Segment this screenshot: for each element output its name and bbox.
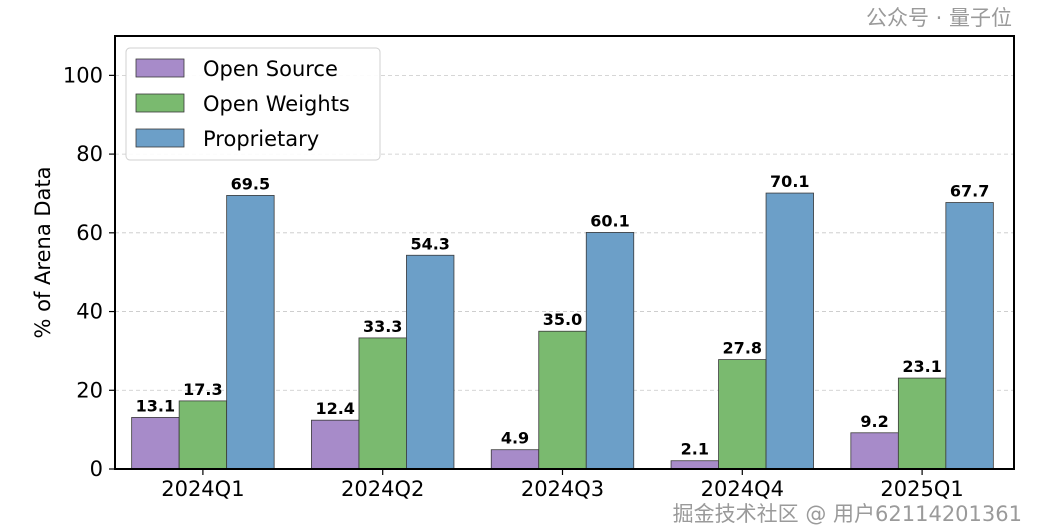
legend-label: Proprietary <box>203 127 319 151</box>
y-tick-label: 100 <box>63 63 103 87</box>
bar-proprietary <box>226 195 275 470</box>
bar-open-weights <box>358 337 407 470</box>
data-label: 2.1 <box>681 440 709 459</box>
bar-open-source <box>311 419 360 470</box>
x-tick-label: 2025Q1 <box>880 477 963 501</box>
bar-open-weights <box>897 377 947 470</box>
bar-proprietary <box>945 202 994 470</box>
data-label: 23.1 <box>902 357 941 376</box>
x-tick-label: 2024Q4 <box>701 477 784 501</box>
data-label: 35.0 <box>543 310 582 329</box>
y-tick-label: 20 <box>76 378 103 402</box>
data-label: 17.3 <box>183 380 222 399</box>
data-label: 67.7 <box>950 182 989 201</box>
data-label: 9.2 <box>860 412 888 431</box>
data-label: 13.1 <box>136 396 175 415</box>
bar-open-source <box>850 432 899 470</box>
legend <box>125 47 381 161</box>
legend-label: Open Weights <box>203 92 350 116</box>
data-label: 27.8 <box>723 339 762 358</box>
data-label: 54.3 <box>410 234 449 253</box>
bar-proprietary <box>765 192 814 470</box>
bar-open-source <box>490 449 540 470</box>
data-label: 4.9 <box>501 429 529 448</box>
legend-swatch <box>135 58 185 78</box>
data-label: 12.4 <box>315 399 354 418</box>
y-tick-label: 60 <box>76 221 103 245</box>
bar-proprietary <box>406 254 455 470</box>
bar-open-weights <box>178 400 228 470</box>
data-label: 33.3 <box>363 317 402 336</box>
data-label: 69.5 <box>231 174 270 193</box>
y-axis-label: % of Arena Data <box>31 167 55 339</box>
legend-label: Open Source <box>203 57 338 81</box>
bar-open-weights <box>718 359 767 470</box>
x-tick-label: 2024Q1 <box>161 477 244 501</box>
data-label: 60.1 <box>590 211 629 230</box>
watermark-secondary: 公众号 · 量子位 <box>865 6 1012 30</box>
data-label: 70.1 <box>770 172 809 191</box>
y-tick-label: 40 <box>76 300 103 324</box>
bar-open-weights <box>538 330 587 470</box>
legend-swatch <box>135 128 185 148</box>
watermark-primary: 掘金技术社区 @ 用户62114201361 <box>672 502 1022 526</box>
bar-proprietary <box>585 232 635 470</box>
y-tick-label: 0 <box>90 457 103 481</box>
bar-open-source <box>131 417 180 470</box>
plot-frame <box>114 35 1015 470</box>
x-tick-label: 2024Q2 <box>341 477 424 501</box>
x-tick-label: 2024Q3 <box>521 477 604 501</box>
legend-swatch <box>135 93 185 113</box>
y-tick-label: 80 <box>76 142 103 166</box>
bar-open-source <box>670 460 719 470</box>
